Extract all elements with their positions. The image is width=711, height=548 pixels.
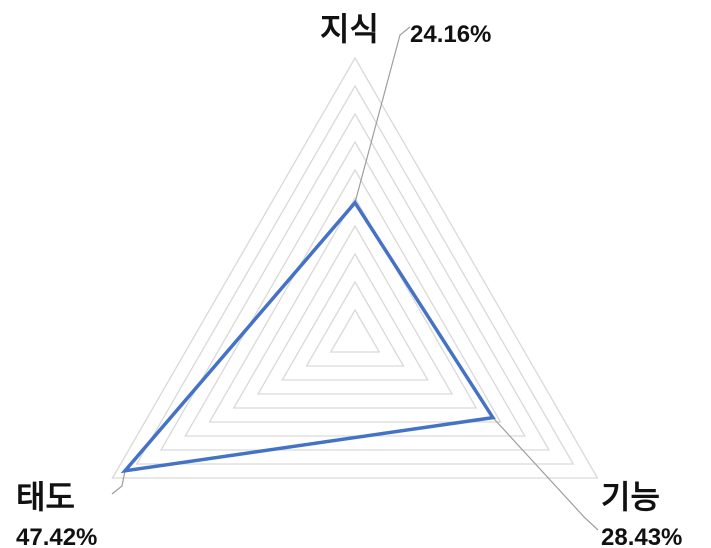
grid-ring [281,252,429,381]
radar-grid [111,56,599,479]
grid-ring [159,112,551,451]
leader-line-knowledge [354,26,411,203]
value-label-knowledge: 24.16% [410,21,491,48]
grid-ring [135,84,575,465]
leader-line-skill [492,417,599,531]
grid-ring [232,196,478,409]
grid-ring [329,308,381,353]
category-label-skill: 기능 [601,478,660,516]
leader-line-attitude [111,470,126,495]
category-label-attitude: 태도 [16,478,75,516]
value-label-attitude: 47.42% [16,524,97,548]
grid-ring [305,280,405,367]
grid-ring [256,224,454,395]
grid-ring [184,140,526,437]
grid-ring [208,168,502,423]
grid-ring [111,56,599,479]
value-label-skill: 28.43% [601,524,682,548]
series-polygon [120,199,496,474]
category-label-knowledge: 지식 [320,10,379,48]
leader-lines [111,26,599,531]
